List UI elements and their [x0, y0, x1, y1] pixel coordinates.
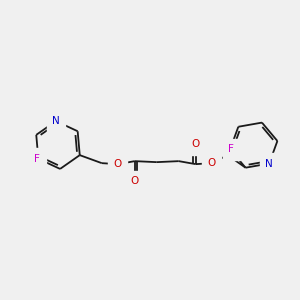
Text: N: N — [52, 116, 60, 126]
Text: O: O — [192, 139, 200, 149]
Text: O: O — [130, 176, 139, 186]
Text: F: F — [34, 154, 40, 164]
Text: N: N — [265, 158, 273, 169]
Text: O: O — [208, 158, 216, 168]
Text: F: F — [228, 144, 234, 154]
Text: O: O — [114, 159, 122, 169]
